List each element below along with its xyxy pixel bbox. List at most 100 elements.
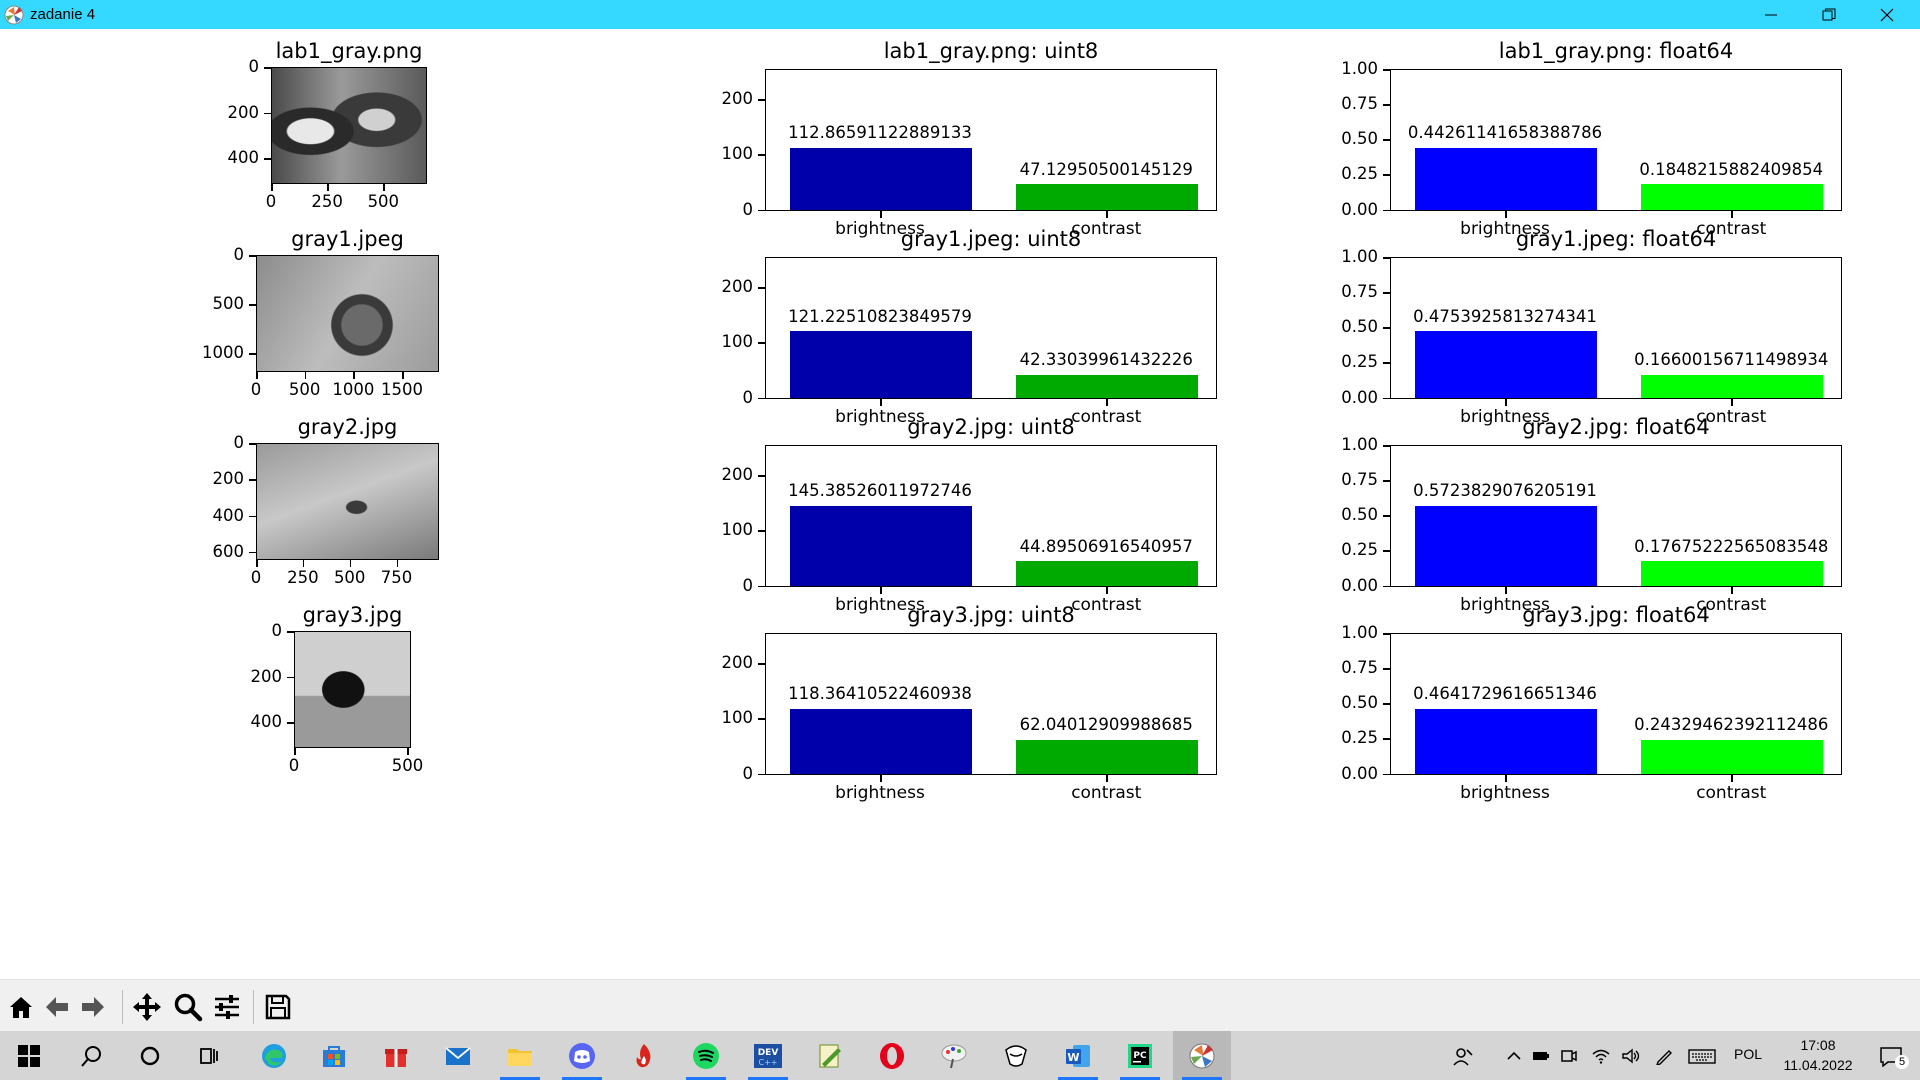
bar-chart-axes [1390,257,1842,399]
bird-image [256,443,439,560]
taskbar-mail-button[interactable] [429,1031,487,1080]
configure-subplots-button[interactable] [210,990,244,1024]
tray-people-button[interactable] [1447,1031,1479,1080]
y-tick-mark [249,551,256,554]
clock-time[interactable]: 17:08 [1800,1037,1836,1053]
tray-volume-button[interactable] [1615,1031,1647,1080]
taskbar-gift-button[interactable] [367,1031,425,1080]
taskbar-start-button[interactable] [0,1031,58,1080]
y-tick-mark [287,676,294,679]
y-tick-mark [1383,480,1390,482]
x-tick-label: 500 [288,380,321,399]
y-tick-mark [758,475,765,477]
x-tick-label: 0 [265,192,277,211]
wifi-icon [1592,1049,1610,1064]
zoom-button[interactable] [171,990,205,1024]
x-tick-mark [396,560,399,567]
y-tick-label: 0.75 [1341,658,1378,678]
save-icon [265,994,291,1020]
task-view-icon [200,1047,218,1064]
y-tick-label: 1.00 [1341,623,1378,642]
y-tick-mark [758,287,765,289]
parrots-image [271,67,427,184]
language-indicator[interactable]: POL [1734,1046,1763,1062]
taskbar-cortana-button[interactable] [121,1031,179,1080]
tray-pen-button[interactable] [1649,1031,1681,1080]
taskbar-opera-button[interactable] [863,1031,921,1080]
taskbar-fire-app-button[interactable] [615,1031,673,1080]
x-tick-mark [1505,775,1507,782]
back-button[interactable] [40,990,74,1024]
chevron-up-icon [1507,1051,1521,1060]
running-indicator [1058,1077,1098,1080]
minimize-button[interactable] [1742,0,1800,29]
y-tick-mark [1383,174,1390,176]
minimize-icon [1765,14,1777,15]
x-tick-label: 500 [333,568,366,587]
x-tick-label: 500 [367,192,400,211]
y-tick-label: 200 [721,277,754,297]
save-button[interactable] [261,990,295,1024]
x-tick-mark [402,372,404,379]
bar-chart-axes [765,257,1217,399]
x-tick-mark [1505,587,1507,594]
taskbar-store-button[interactable] [305,1031,363,1080]
restore-button[interactable] [1800,0,1858,29]
store-icon [323,1045,345,1067]
taskbar-python-figure-button[interactable] [1173,1031,1231,1080]
x-tick-label: 0 [288,756,300,775]
x-tick-mark [880,587,882,594]
file-explorer-icon [508,1048,532,1066]
y-tick-label: 100 [721,144,754,164]
taskbar-pycharm-button[interactable]: PC [1111,1031,1169,1080]
close-button[interactable] [1858,0,1916,29]
tray-wifi-button[interactable] [1585,1031,1617,1080]
close-icon [1880,8,1894,21]
y-tick-mark [1383,773,1390,775]
y-tick-label: 1000 [202,343,244,363]
figure-canvas[interactable]: lab1_gray.png 0 200 400 0 250 500 gray1.jpeg 0 50… [2,29,1918,979]
bar-chart-axes [1390,69,1842,211]
pan-button[interactable] [130,990,164,1024]
forward-button[interactable] [76,990,110,1024]
tray-webcam-button[interactable] [1553,1031,1585,1080]
taskbar-discord-button[interactable] [553,1031,611,1080]
taskbar-devcpp-button[interactable]: DEV C++ [739,1031,797,1080]
running-indicator [748,1077,788,1080]
taskbar-edge-button[interactable] [245,1031,303,1080]
taskbar-file-explorer-button[interactable] [491,1031,549,1080]
home-icon [10,997,32,1018]
category-label: brightness [1460,219,1550,239]
y-tick-mark [758,397,765,399]
taskbar-word-button[interactable]: W [1049,1031,1107,1080]
taskbar-notepad-app-button[interactable] [801,1031,859,1080]
x-tick-mark [1106,587,1108,594]
bar-value-label: 0.4753925813274341 [1413,306,1597,326]
tray-chevron-up-button[interactable] [1498,1031,1530,1080]
taskbar-inkscape-app-button[interactable] [987,1031,1045,1080]
y-tick-mark [758,773,765,775]
y-tick-mark [1383,139,1390,141]
bar-value-label: 0.4641729616651346 [1413,684,1597,704]
taskbar-spotify-button[interactable] [677,1031,735,1080]
home-button[interactable] [4,990,38,1024]
category-label: brightness [835,783,925,803]
tray-notification-button[interactable] [1876,1031,1908,1080]
taskbar-task-view-button[interactable] [180,1031,238,1080]
bar-value-label: 145.38526011972746 [788,481,972,501]
y-tick-mark [1383,292,1390,294]
category-label: brightness [835,407,925,427]
category-label: contrast [1696,595,1767,615]
tray-battery-button[interactable] [1525,1031,1557,1080]
inkscape-app-icon [1005,1044,1027,1067]
taskbar-search-button[interactable] [62,1031,120,1080]
bar-brightness [1415,331,1597,398]
taskbar-paint-app-button[interactable] [925,1031,983,1080]
chart-title: gray3.jpg: float64 [1522,603,1710,627]
tray-keyboard-button[interactable] [1686,1031,1718,1080]
clock-date[interactable]: 11.04.2022 [1783,1057,1853,1073]
volume-icon [1622,1048,1640,1063]
x-tick-mark [1505,211,1507,218]
svg-text:C++: C++ [759,1058,778,1067]
toolbar-separator [253,990,254,1024]
